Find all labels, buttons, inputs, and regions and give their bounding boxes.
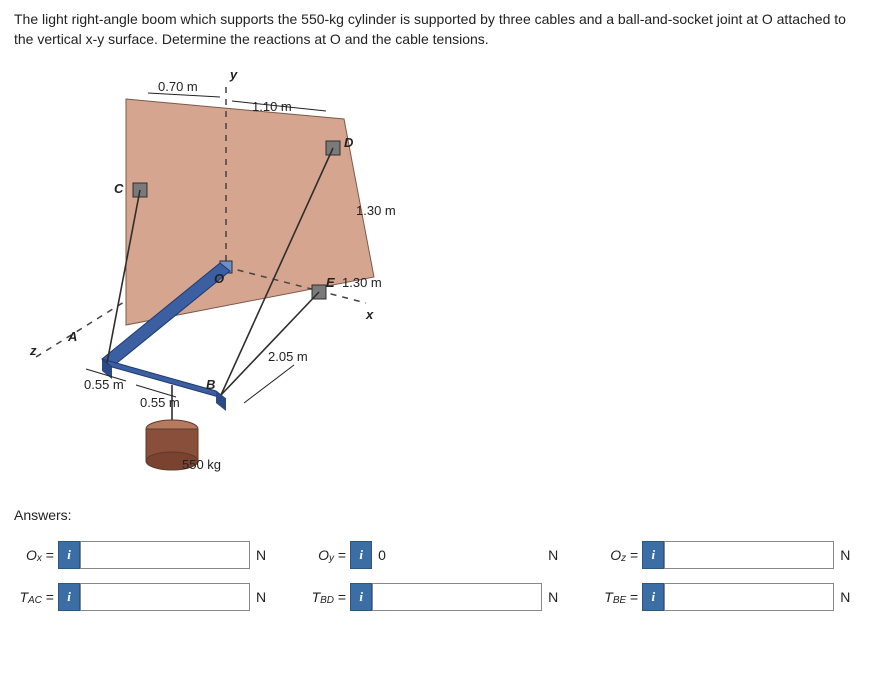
answer-group-tbe: TBE = i N	[598, 583, 850, 611]
figure: y x z C D E A B O 0.70 m 1.10 m 1.30 m 1…	[14, 57, 434, 497]
point-e-label: E	[326, 275, 335, 290]
tbd-input[interactable]	[372, 583, 542, 611]
unit-label: N	[256, 547, 266, 563]
oz-input[interactable]	[664, 541, 834, 569]
point-o-label: O	[214, 271, 224, 286]
info-icon[interactable]: i	[350, 541, 372, 569]
info-icon[interactable]: i	[642, 541, 664, 569]
dim-130a: 1.30 m	[356, 203, 396, 218]
point-b-label: B	[206, 377, 215, 392]
oz-symbol: Oz =	[598, 547, 638, 563]
answer-row: TAC = i N TBD = i N TBE = i N	[14, 583, 861, 611]
dim-130b: 1.30 m	[342, 275, 382, 290]
unit-label: N	[548, 589, 558, 605]
mass-label: 550 kg	[182, 457, 221, 472]
unit-label: N	[840, 589, 850, 605]
point-c-label: C	[114, 181, 123, 196]
tbe-input[interactable]	[664, 583, 834, 611]
answer-group-tac: TAC = i N	[14, 583, 266, 611]
answer-group-ox: Ox = i N	[14, 541, 266, 569]
dim-055b: 0.55 m	[140, 395, 180, 410]
tac-input[interactable]	[80, 583, 250, 611]
point-d-label: D	[344, 135, 353, 150]
answer-group-oz: Oz = i N	[598, 541, 850, 569]
ox-symbol: Ox =	[14, 547, 54, 563]
oy-symbol: Oy =	[306, 547, 346, 563]
answers-heading: Answers:	[14, 507, 861, 523]
answer-group-oy: Oy = i 0 N	[306, 541, 558, 569]
dim-110: 1.10 m	[252, 99, 292, 114]
axis-y-label: y	[230, 67, 237, 82]
answer-group-tbd: TBD = i N	[306, 583, 558, 611]
tbd-symbol: TBD =	[306, 589, 346, 605]
dim-205-line	[244, 365, 294, 403]
cable-be	[221, 292, 319, 395]
dim-070: 0.70 m	[158, 79, 198, 94]
dim-205: 2.05 m	[268, 349, 308, 364]
info-icon[interactable]: i	[350, 583, 372, 611]
unit-label: N	[840, 547, 850, 563]
panel	[126, 99, 374, 325]
point-a-label: A	[68, 329, 77, 344]
unit-label: N	[256, 589, 266, 605]
axis-x-label: x	[366, 307, 373, 322]
z-axis-line	[36, 302, 124, 357]
info-icon[interactable]: i	[642, 583, 664, 611]
tbe-symbol: TBE =	[598, 589, 638, 605]
unit-label: N	[548, 547, 558, 563]
tac-symbol: TAC =	[14, 589, 54, 605]
oy-value: 0	[372, 541, 542, 569]
answer-row: Ox = i N Oy = i 0 N Oz = i N	[14, 541, 861, 569]
info-icon[interactable]: i	[58, 583, 80, 611]
dim-055a: 0.55 m	[84, 377, 124, 392]
info-icon[interactable]: i	[58, 541, 80, 569]
axis-z-label: z	[30, 343, 37, 358]
ox-input[interactable]	[80, 541, 250, 569]
problem-text: The light right-angle boom which support…	[14, 10, 861, 49]
